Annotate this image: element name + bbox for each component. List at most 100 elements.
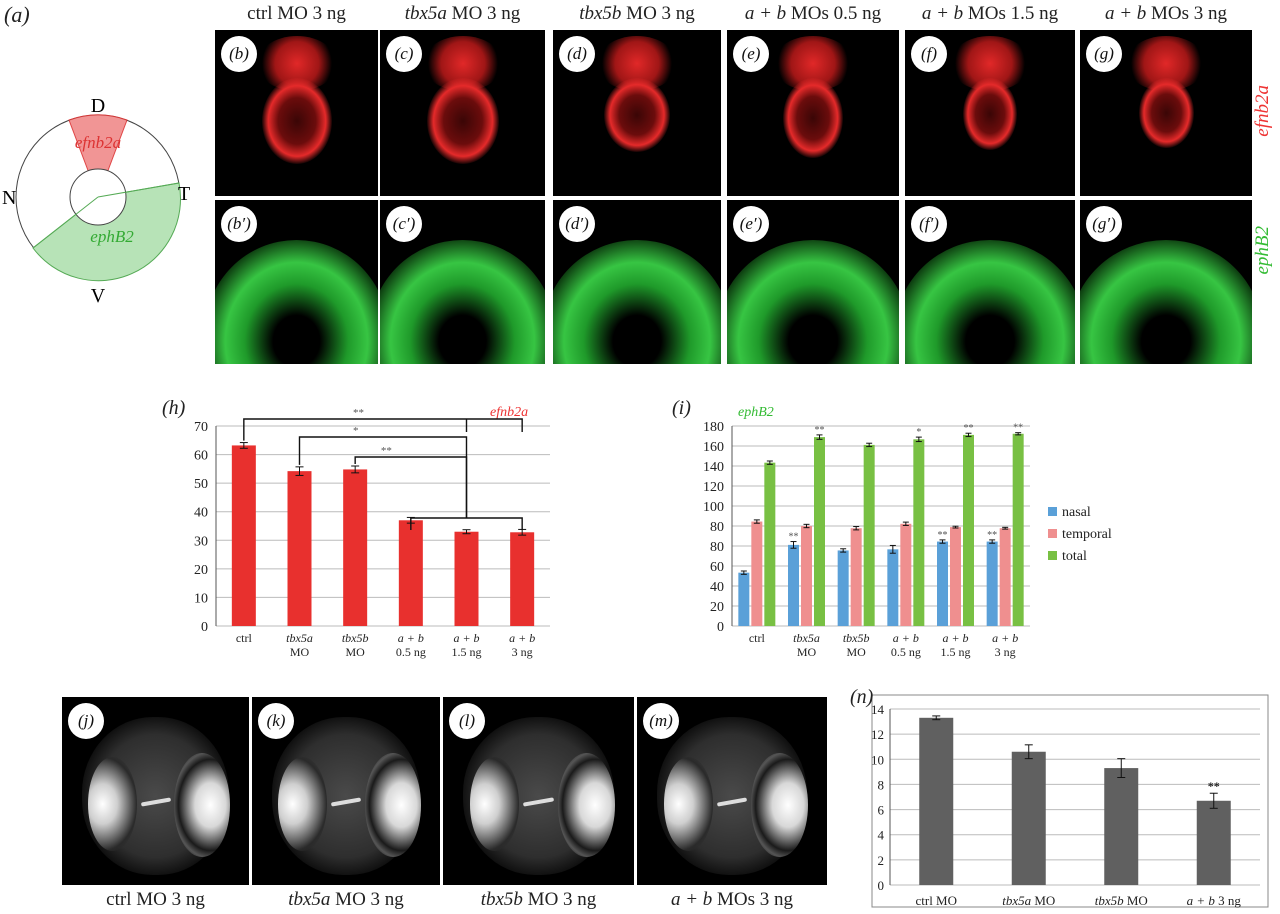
left-eye-signal xyxy=(278,757,328,852)
bar-total xyxy=(814,437,825,626)
efnb2a-panel: (c) xyxy=(380,30,545,196)
bar-total xyxy=(764,462,776,626)
x-tick-label: ctrl xyxy=(236,631,253,645)
x-tick-label: ctrl MO xyxy=(915,893,957,908)
legend-label: temporal xyxy=(1062,527,1112,542)
y-tick-label: 20 xyxy=(194,563,208,578)
fluorescence-panel: (k) xyxy=(252,697,440,885)
left-eye-signal xyxy=(663,757,713,852)
efnb2a-panel: (d) xyxy=(553,30,721,196)
panel-badge: (f′) xyxy=(911,206,947,242)
bar xyxy=(287,471,312,626)
panel-n-label: (n) xyxy=(850,686,874,708)
retina-signal xyxy=(783,78,843,158)
column-header: tbx5b MO 3 ng xyxy=(579,3,695,24)
legend-label: total xyxy=(1062,549,1087,564)
ephb2-panel: (c′) xyxy=(380,200,545,364)
significance-bracket xyxy=(354,456,468,518)
ephb2-panel: (d′) xyxy=(553,200,721,364)
ephb2-signal xyxy=(215,240,378,364)
bar xyxy=(398,520,423,626)
right-eye-signal xyxy=(364,753,422,857)
left-eye-signal xyxy=(88,757,137,852)
significance-mark: ** xyxy=(987,530,997,541)
panel-badge: (j) xyxy=(68,703,104,739)
y-tick-label: 180 xyxy=(703,420,724,435)
bar-temporal xyxy=(850,528,862,626)
bottom-caption: ctrl MO 3 ng xyxy=(106,889,205,910)
retina-schematic: D V N T efnb2a ephB2 xyxy=(2,95,190,307)
bar xyxy=(231,445,256,626)
y-tick-label: 4 xyxy=(878,828,885,843)
y-tick-label: 140 xyxy=(703,460,724,475)
panel-badge: (c) xyxy=(386,36,422,72)
y-tick-label: 50 xyxy=(194,477,208,492)
x-tick-label: tbx5b MO xyxy=(843,631,870,659)
temporal-label: T xyxy=(178,183,190,205)
y-tick-label: 8 xyxy=(878,777,885,792)
ephb2-panel: (b′) xyxy=(215,200,378,364)
y-tick-label: 0 xyxy=(201,620,208,635)
column-header: a + b MOs 0.5 ng xyxy=(744,3,882,24)
ephb2-panel: (f′) xyxy=(905,200,1075,364)
panel-badge: (d′) xyxy=(559,206,595,242)
ephb2-panel: (g′) xyxy=(1080,200,1252,364)
panel-badge: (g) xyxy=(1086,36,1122,72)
x-tick-label: a + b 3 ng xyxy=(1187,893,1242,908)
panel-badge: (g′) xyxy=(1086,206,1122,242)
column-header: tbx5a MO 3 ng xyxy=(404,3,521,24)
ephb2-signal xyxy=(1080,240,1252,364)
chart-frame xyxy=(871,694,1269,908)
y-tick-label: 10 xyxy=(194,591,208,606)
panel-badge: (e) xyxy=(733,36,769,72)
x-tick-label: a + b 0.5 ng xyxy=(891,631,921,659)
x-tick-label: ctrl xyxy=(749,631,766,645)
significance-bracket xyxy=(243,418,523,441)
x-tick-label: tbx5b MO xyxy=(1095,893,1148,908)
bottom-caption: a + b MOs 3 ng xyxy=(670,889,794,910)
panel-badge: (e′) xyxy=(733,206,769,242)
x-tick-label: tbx5a MO xyxy=(793,631,820,659)
bar-temporal xyxy=(950,527,961,626)
bar-temporal xyxy=(900,523,912,626)
panel-badge: (d) xyxy=(559,36,595,72)
y-tick-label: 60 xyxy=(710,560,724,575)
panel-badge: (b) xyxy=(221,36,257,72)
column-header: a + b MOs 1.5 ng xyxy=(921,3,1059,24)
x-tick-label: a + b 1.5 ng xyxy=(941,631,971,659)
bar-total xyxy=(1012,433,1024,626)
efnb2a-panel: (g) xyxy=(1080,30,1252,196)
panel-badge: (c′) xyxy=(386,206,422,242)
retina-signal xyxy=(1138,78,1194,148)
y-tick-label: 80 xyxy=(710,520,724,535)
ephb2-signal xyxy=(553,240,721,364)
bar-total xyxy=(913,439,925,626)
x-tick-label: tbx5a MO xyxy=(1002,893,1055,908)
retina-signal xyxy=(426,78,499,164)
ephb2-schematic-label: ephB2 xyxy=(90,227,134,246)
significance-mark: * xyxy=(916,427,921,438)
ephb2-signal xyxy=(380,240,545,364)
legend-swatch xyxy=(1048,529,1057,538)
nasal-label: N xyxy=(2,187,16,209)
bar xyxy=(1104,768,1139,885)
left-eye-signal xyxy=(469,757,520,852)
significance-mark: ** xyxy=(381,445,392,457)
y-tick-label: 14 xyxy=(871,702,885,717)
ephb2-panel: (e′) xyxy=(727,200,899,364)
significance-mark: ** xyxy=(815,425,825,436)
fluorescence-panel: (m) xyxy=(637,697,827,885)
right-eye-signal xyxy=(174,753,231,857)
bar xyxy=(343,469,368,626)
x-tick-label: a + b 1.5 ng xyxy=(452,631,482,659)
efnb2a-panel: (b) xyxy=(215,30,378,196)
bar-temporal xyxy=(999,528,1011,626)
legend-swatch xyxy=(1048,551,1057,560)
bar xyxy=(454,531,479,626)
y-tick-label: 12 xyxy=(871,727,884,742)
y-tick-label: 80 xyxy=(710,540,724,555)
significance-mark: ** xyxy=(789,532,799,543)
y-tick-label: 40 xyxy=(710,580,724,595)
y-tick-label: 2 xyxy=(878,853,885,868)
